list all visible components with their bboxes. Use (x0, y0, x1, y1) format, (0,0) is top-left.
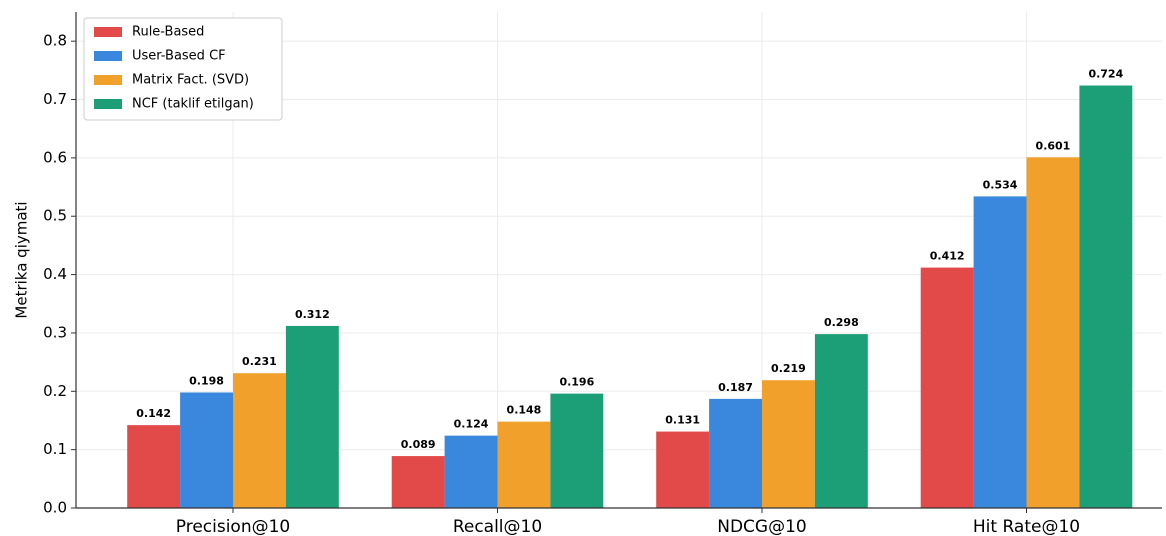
y-tick-label: 0.0 (43, 499, 67, 517)
bar (709, 398, 762, 508)
legend-swatch (94, 99, 122, 109)
legend-label: User-Based CF (132, 49, 226, 64)
bar (814, 334, 868, 508)
legend-swatch (94, 51, 122, 61)
bar (233, 373, 286, 508)
value-label: 0.298 (824, 316, 859, 329)
y-tick-label: 0.4 (43, 265, 67, 283)
value-label: 0.601 (1036, 139, 1071, 152)
legend-swatch (94, 75, 122, 85)
legend-swatch (94, 27, 122, 37)
bar (1026, 157, 1080, 508)
x-tick-label: Precision@10 (176, 517, 290, 536)
value-label: 0.196 (559, 376, 594, 389)
bar (180, 392, 233, 508)
y-tick-label: 0.5 (43, 207, 67, 225)
x-tick-label: Recall@10 (453, 517, 542, 536)
value-label: 0.187 (718, 381, 753, 394)
value-label: 0.219 (771, 362, 806, 375)
bar (762, 380, 815, 508)
bar (920, 267, 974, 508)
y-tick-label: 0.8 (43, 32, 67, 50)
y-axis-label: Metrika qiymati (13, 201, 31, 318)
value-label: 0.142 (136, 407, 171, 420)
value-label: 0.412 (930, 250, 965, 263)
bar (285, 325, 339, 508)
value-label: 0.148 (507, 404, 542, 417)
bar (1079, 85, 1133, 508)
bar (444, 435, 498, 508)
legend-label: NCF (taklif etilgan) (132, 97, 254, 112)
legend-box (83, 17, 283, 121)
value-label: 0.534 (983, 178, 1018, 191)
x-tick-label: Hit Rate@10 (973, 517, 1080, 536)
value-label: 0.089 (401, 438, 436, 451)
legend-label: Matrix Fact. (SVD) (132, 73, 249, 88)
legend-label: Rule-Based (132, 25, 204, 40)
bar (127, 425, 181, 508)
value-label: 0.312 (295, 308, 330, 321)
y-tick-label: 0.2 (43, 382, 67, 400)
value-label: 0.131 (665, 414, 700, 427)
bar (550, 393, 604, 508)
bar (656, 431, 710, 508)
y-tick-label: 0.1 (43, 440, 67, 458)
value-label: 0.231 (242, 355, 277, 368)
y-tick-label: 0.7 (43, 90, 67, 108)
x-tick-label: NDCG@10 (717, 517, 806, 536)
bar (497, 421, 551, 508)
bar (391, 456, 445, 508)
bar (973, 196, 1027, 508)
y-tick-label: 0.6 (43, 148, 67, 166)
value-label: 0.124 (454, 418, 489, 431)
value-label: 0.724 (1088, 68, 1123, 81)
value-label: 0.198 (189, 374, 224, 387)
y-tick-label: 0.3 (43, 323, 67, 341)
